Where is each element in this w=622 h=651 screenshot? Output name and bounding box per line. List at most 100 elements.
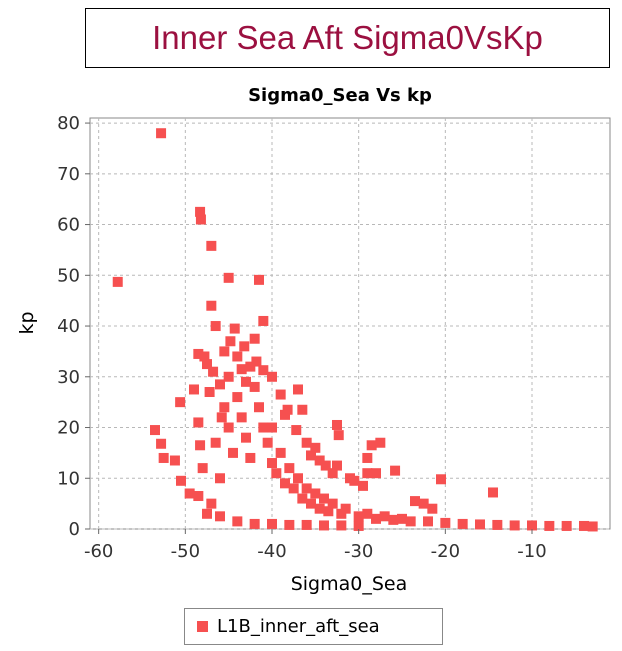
data-point: [239, 341, 250, 352]
x-tick-label: -10: [517, 541, 546, 562]
data-point: [440, 517, 451, 528]
data-point: [241, 432, 251, 443]
data-point: [349, 475, 360, 486]
data-point: [375, 437, 386, 448]
data-point: [297, 493, 308, 504]
chart-title: Sigma0_Sea Vs kp: [248, 85, 432, 106]
data-point: [282, 404, 293, 415]
data-point: [232, 516, 243, 527]
data-point: [280, 478, 290, 489]
data-point: [206, 240, 217, 251]
data-point: [333, 430, 344, 441]
data-point: [175, 397, 186, 408]
x-tick-label: -50: [171, 541, 200, 562]
data-point: [184, 488, 195, 499]
data-point: [310, 442, 321, 453]
data-point: [297, 404, 308, 415]
data-point: [258, 365, 269, 376]
data-point: [319, 493, 329, 504]
data-point: [579, 520, 589, 531]
data-point: [228, 447, 238, 458]
x-tick-label: -20: [431, 541, 460, 562]
data-point: [353, 511, 364, 522]
data-point: [379, 511, 390, 522]
data-point: [284, 519, 295, 530]
data-points: [112, 128, 598, 532]
data-point: [189, 384, 199, 395]
data-point: [176, 475, 186, 486]
data-point: [169, 455, 180, 466]
data-point: [388, 514, 399, 525]
data-point: [210, 321, 221, 332]
data-point: [267, 422, 277, 433]
y-tick-label: 10: [57, 468, 80, 489]
data-point: [587, 521, 598, 532]
data-point: [319, 520, 329, 531]
data-point: [320, 460, 331, 471]
data-point: [288, 483, 299, 494]
data-point: [236, 364, 247, 375]
data-point: [208, 366, 219, 377]
data-point: [215, 511, 225, 522]
data-point: [195, 214, 206, 225]
data-point: [488, 487, 498, 498]
data-point: [249, 333, 260, 344]
data-point: [156, 128, 167, 139]
data-point: [336, 520, 347, 531]
data-point: [193, 417, 204, 428]
data-point: [219, 402, 230, 413]
y-tick-label: 20: [57, 418, 80, 439]
data-point: [327, 498, 338, 509]
data-point: [193, 348, 204, 359]
data-point: [206, 300, 217, 311]
y-tick-label: 60: [57, 215, 80, 236]
data-point: [423, 516, 433, 527]
data-point: [254, 274, 264, 285]
data-point: [202, 508, 212, 519]
data-point: [193, 491, 204, 502]
data-point: [204, 387, 215, 397]
data-point: [202, 359, 212, 370]
x-tick-label: -60: [84, 541, 113, 562]
data-point: [249, 381, 260, 392]
data-point: [327, 468, 338, 479]
legend-swatch: [197, 621, 208, 632]
data-point: [216, 412, 227, 423]
data-point: [561, 520, 572, 531]
data-point: [457, 518, 468, 529]
data-point: [336, 508, 347, 519]
axis-ticks: -60 -50 -40 -30 -20 -10 0 10 20 30 40 50 60 70 80: [57, 113, 547, 562]
data-point: [267, 371, 277, 382]
data-point: [397, 513, 407, 524]
data-point: [267, 518, 277, 529]
y-tick-label: 80: [57, 113, 80, 134]
data-point: [249, 518, 260, 529]
data-point: [405, 516, 416, 527]
data-point: [275, 447, 286, 458]
data-point: [362, 508, 373, 519]
x-tick-label: -40: [257, 541, 286, 562]
data-point: [332, 460, 342, 471]
data-point: [197, 463, 208, 474]
data-point: [293, 384, 303, 395]
data-point: [293, 473, 303, 484]
x-tick-label: -30: [344, 541, 373, 562]
data-point: [323, 506, 334, 517]
data-point: [310, 488, 321, 499]
data-point: [225, 336, 236, 347]
data-point: [223, 272, 234, 283]
data-point: [271, 468, 282, 479]
data-point: [210, 437, 221, 448]
data-point: [232, 351, 243, 362]
data-point: [229, 323, 240, 334]
data-point: [150, 425, 160, 436]
data-point: [371, 513, 381, 524]
y-tick-label: 40: [57, 316, 80, 337]
data-point: [362, 452, 373, 463]
data-point: [199, 351, 210, 362]
data-point: [314, 455, 325, 466]
data-point: [267, 458, 277, 469]
data-point: [362, 468, 373, 479]
data-point: [275, 389, 286, 400]
data-point: [418, 498, 429, 509]
